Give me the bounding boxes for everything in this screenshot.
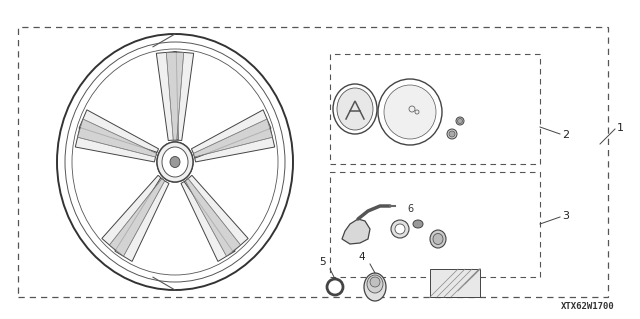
Polygon shape [193,128,275,162]
Polygon shape [186,179,241,256]
Polygon shape [184,175,248,252]
Bar [330,54,540,164]
Bar [330,172,540,277]
Text: 5: 5 [319,257,325,267]
Ellipse shape [195,195,209,210]
Ellipse shape [168,105,182,120]
Ellipse shape [170,157,180,167]
Ellipse shape [157,142,193,182]
Ellipse shape [145,198,152,207]
Ellipse shape [433,234,443,244]
Polygon shape [76,128,157,162]
Ellipse shape [430,230,446,248]
Ellipse shape [370,277,380,287]
Ellipse shape [456,117,464,125]
Polygon shape [77,119,157,157]
Ellipse shape [162,147,188,177]
Bar [18,27,608,297]
Polygon shape [79,110,159,158]
Polygon shape [166,52,184,140]
Polygon shape [172,52,194,140]
Text: 6: 6 [407,204,413,214]
Text: 4: 4 [358,252,365,262]
Text: 3: 3 [562,211,569,221]
Ellipse shape [391,220,409,238]
Ellipse shape [125,139,140,154]
Ellipse shape [395,224,405,234]
Ellipse shape [141,195,156,210]
Polygon shape [193,119,273,157]
Text: 1: 1 [617,123,624,133]
Polygon shape [191,110,271,158]
Ellipse shape [364,273,386,301]
Text: 2: 2 [562,130,569,140]
Polygon shape [156,52,178,140]
Ellipse shape [214,142,222,151]
Polygon shape [109,179,164,256]
Ellipse shape [211,139,225,154]
Ellipse shape [57,34,293,290]
Ellipse shape [330,282,340,292]
Ellipse shape [337,88,373,130]
Ellipse shape [128,142,136,151]
Ellipse shape [447,129,457,139]
Ellipse shape [162,147,188,177]
Ellipse shape [170,157,180,167]
Ellipse shape [413,220,423,228]
Polygon shape [342,219,370,244]
Bar [430,269,480,297]
Ellipse shape [449,131,455,137]
Ellipse shape [333,84,377,134]
Ellipse shape [367,275,383,293]
Ellipse shape [384,85,436,139]
Polygon shape [115,178,169,262]
Ellipse shape [171,108,179,116]
Polygon shape [102,175,166,252]
Text: XTX62W1700: XTX62W1700 [561,302,615,311]
Ellipse shape [458,118,463,123]
Ellipse shape [198,198,205,207]
Ellipse shape [157,142,193,182]
Polygon shape [181,178,235,262]
Ellipse shape [378,79,442,145]
